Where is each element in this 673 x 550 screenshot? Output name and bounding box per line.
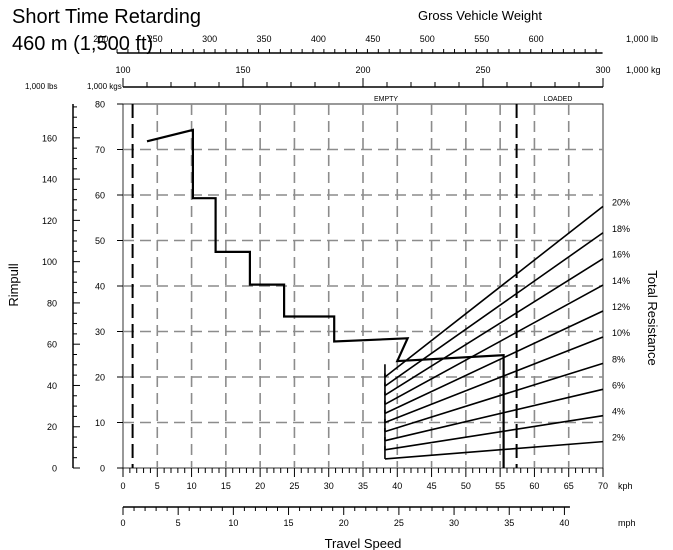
y-lbs-tick-label: 0	[52, 464, 57, 474]
resistance-label: 4%	[612, 407, 625, 417]
resistance-line	[384, 284, 604, 406]
resistance-line	[384, 258, 604, 396]
gvw-lb-tick-label: 350	[257, 34, 272, 44]
y-kg-tick-label: 10	[95, 418, 105, 428]
x-mph-tick-label: 5	[176, 518, 181, 528]
x-kph-tick-label: 60	[529, 481, 539, 491]
y-lbs-tick-label: 140	[42, 175, 57, 185]
x-units-kph: kph	[618, 481, 633, 491]
resistance-label: 18%	[612, 224, 630, 234]
x-mph-tick-label: 20	[339, 518, 349, 528]
x-kph-tick-label: 10	[187, 481, 197, 491]
gvw-lb-tick-label: 600	[529, 34, 544, 44]
x-kph-tick-label: 20	[255, 481, 265, 491]
gvw-lb-tick-label: 400	[311, 34, 326, 44]
gvw-lb-tick-label: 250	[148, 34, 163, 44]
gvw-kg-tick-label: 250	[475, 65, 490, 75]
resistance-label: 6%	[612, 380, 625, 390]
x-mph-tick-label: 30	[449, 518, 459, 528]
y-kg-tick-label: 60	[95, 191, 105, 201]
empty-label: EMPTY	[374, 96, 398, 103]
x-kph-tick-label: 25	[289, 481, 299, 491]
x-kph-tick-label: 40	[392, 481, 402, 491]
resistance-label: 14%	[612, 276, 630, 286]
gvw-kg-tick-label: 300	[595, 65, 610, 75]
gvw-lb-tick-label: 450	[365, 34, 380, 44]
x-mph-tick-label: 15	[284, 518, 294, 528]
x-units-mph: mph	[618, 518, 636, 528]
y-kg-tick-label: 30	[95, 327, 105, 337]
x-kph-tick-label: 0	[120, 481, 125, 491]
y-lbs-tick-label: 60	[47, 340, 57, 350]
y-lbs-tick-label: 100	[42, 257, 57, 267]
resistance-line	[384, 310, 604, 415]
y-axis-label: Rimpull	[6, 263, 21, 306]
x-mph-tick-label: 0	[120, 518, 125, 528]
resistance-line	[384, 414, 604, 451]
chart-title: Short Time Retarding	[12, 6, 201, 28]
y-right-units: 1,000 kgs	[87, 82, 122, 91]
gvw-lb-tick-label: 550	[474, 34, 489, 44]
resistance-label: 20%	[612, 197, 630, 207]
x-mph-tick-label: 10	[228, 518, 238, 528]
loaded-label: LOADED	[544, 96, 573, 103]
y-lbs-tick-label: 160	[42, 133, 57, 143]
grid	[122, 103, 604, 469]
right-axis-label: Total Resistance	[645, 270, 660, 365]
resistance-line	[384, 336, 604, 424]
gvw-lb-units: 1,000 lb	[626, 34, 658, 44]
resistance-line	[384, 362, 604, 433]
resistance-label: 2%	[612, 433, 625, 443]
resistance-label: 10%	[612, 328, 630, 338]
gvw-lb-tick-label: 300	[202, 34, 217, 44]
y-lbs-tick-label: 20	[47, 422, 57, 432]
retarding-curve	[146, 128, 505, 468]
gvw-title: Gross Vehicle Weight	[418, 8, 542, 23]
x-kph-tick-label: 70	[598, 481, 608, 491]
y-lbs-tick-label: 80	[47, 298, 57, 308]
resistance-line	[384, 388, 604, 442]
x-mph-tick-label: 40	[559, 518, 569, 528]
gvw-kg-tick-label: 100	[115, 65, 130, 75]
x-kph-tick-label: 15	[221, 481, 231, 491]
gvw-kg-units: 1,000 kg	[626, 65, 661, 75]
series: 2% 4% 6% 8% 10% 12% 14% 16% 18% 20%	[131, 104, 630, 468]
y-kg-tick-label: 20	[95, 373, 105, 383]
y-kg-tick-label: 50	[95, 236, 105, 246]
x-kph-tick-label: 45	[427, 481, 437, 491]
y-lbs-tick-label: 40	[47, 381, 57, 391]
x-kph-tick-label: 50	[461, 481, 471, 491]
resistance-label: 16%	[612, 250, 630, 260]
x-mph-tick-label: 25	[394, 518, 404, 528]
gvw-kg-tick-label: 200	[355, 65, 370, 75]
y-kg-tick-label: 70	[95, 145, 105, 155]
x-kph-tick-label: 30	[324, 481, 334, 491]
resistance-label: 12%	[612, 302, 630, 312]
x-kph-tick-label: 5	[155, 481, 160, 491]
gvw-lb-tick-label: 200	[93, 34, 108, 44]
gvw-lb-tick-label: 500	[420, 34, 435, 44]
resistance-line	[384, 205, 604, 378]
y-left-units: 1,000 lbs	[25, 82, 57, 91]
resistance-line	[384, 440, 604, 460]
y-kg-tick-label: 0	[100, 464, 105, 474]
chart-subtitle: 460 m (1,500 ft)	[12, 33, 154, 55]
gvw-scale: 200 250 300 350 400 450 500 550 600 100 150 200 250 3…	[93, 34, 611, 88]
resistance-line	[384, 232, 604, 387]
y-kg-tick-label: 80	[95, 100, 105, 110]
resistance-label: 8%	[612, 354, 625, 364]
axis-labels: Gross Vehicle Weight 1,000 lb 1,000 kg 1…	[6, 8, 661, 550]
gvw-kg-tick-label: 150	[235, 65, 250, 75]
x-kph-tick-label: 35	[358, 481, 368, 491]
y-lbs-tick-label: 120	[42, 216, 57, 226]
x-kph-tick-label: 55	[495, 481, 505, 491]
x-kph-tick-label: 65	[564, 481, 574, 491]
y-kg-tick-label: 40	[95, 282, 105, 292]
x-mph-tick-label: 35	[504, 518, 514, 528]
x-axis-label: Travel Speed	[325, 536, 402, 550]
